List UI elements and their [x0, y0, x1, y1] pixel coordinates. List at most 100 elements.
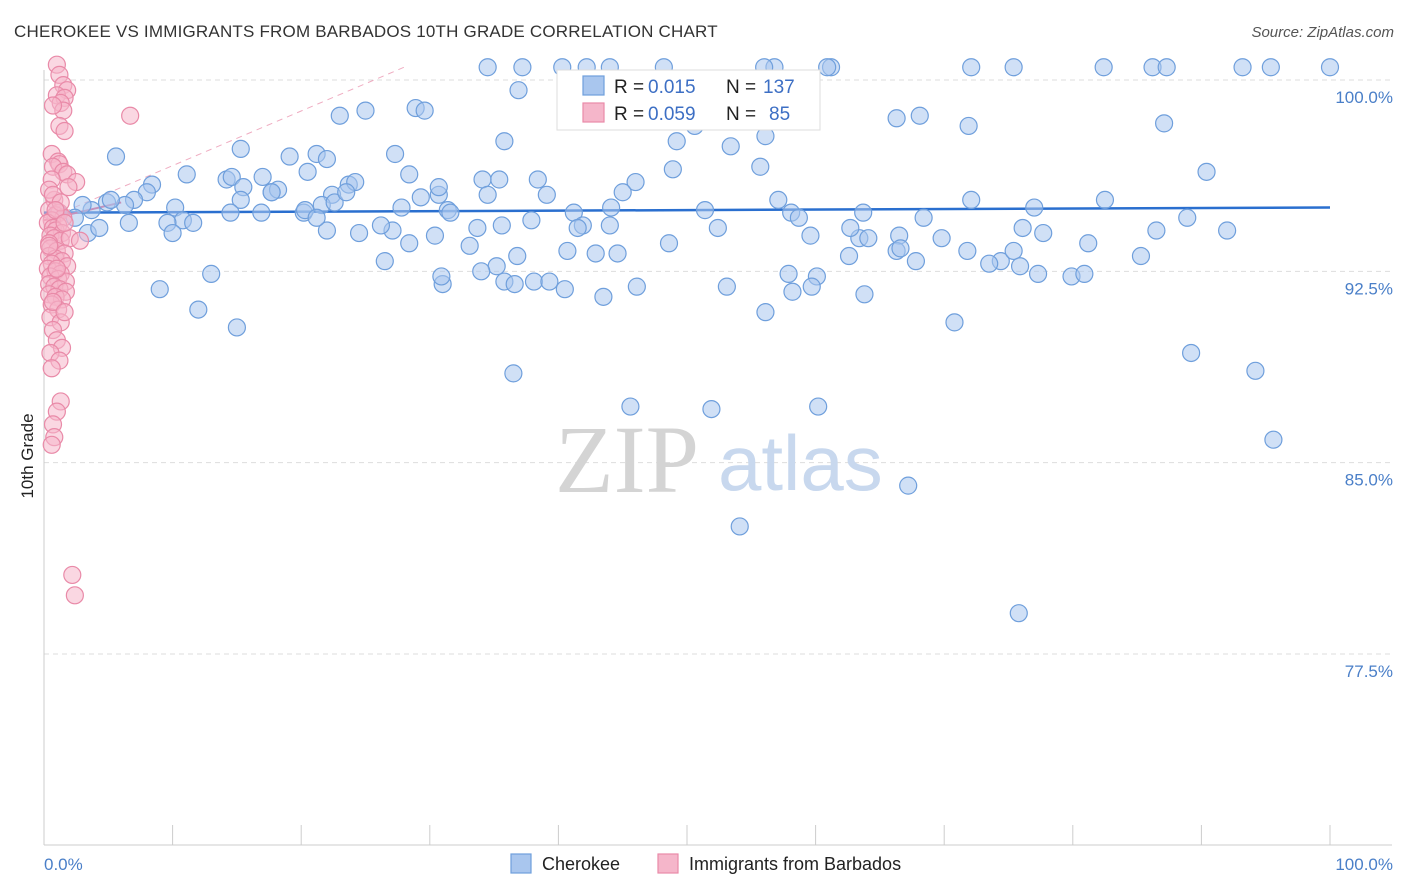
data-point	[1157, 58, 1176, 77]
data-point	[613, 183, 632, 202]
data-point	[891, 239, 910, 258]
data-point	[1233, 58, 1252, 77]
data-point	[528, 170, 547, 189]
data-point	[626, 172, 645, 192]
y-tick-label: 92.5%	[1345, 279, 1393, 298]
watermark: ZIP atlas	[555, 406, 883, 513]
data-point	[202, 264, 221, 283]
data-point	[667, 132, 686, 151]
data-point	[809, 397, 828, 416]
data-point	[40, 236, 59, 255]
data-point	[1182, 343, 1201, 363]
data-point	[906, 252, 926, 271]
data-point	[392, 198, 411, 217]
data-point	[522, 211, 541, 230]
data-point	[371, 216, 391, 235]
stats-n-label-2: N =	[726, 104, 756, 125]
data-point	[695, 201, 715, 220]
data-point	[330, 106, 349, 125]
data-point	[1028, 264, 1048, 283]
data-point	[42, 435, 61, 454]
data-point	[325, 193, 344, 212]
data-point	[717, 277, 736, 296]
data-point	[106, 147, 126, 166]
data-point	[280, 147, 299, 166]
data-point	[400, 234, 419, 253]
data-point	[47, 259, 66, 278]
data-point	[702, 399, 721, 419]
tick-labels: 100.0% 92.5% 85.0% 77.5%	[1335, 88, 1393, 681]
data-point	[1034, 223, 1053, 243]
data-point	[756, 303, 775, 322]
data-point	[513, 58, 532, 77]
data-point	[432, 267, 451, 286]
data-point	[586, 244, 605, 263]
data-point	[490, 170, 509, 189]
data-point	[121, 106, 140, 125]
data-point	[411, 188, 430, 207]
watermark-zip: ZIP	[555, 406, 699, 513]
data-point	[783, 282, 802, 301]
data-point	[537, 185, 556, 204]
data-point	[262, 183, 281, 202]
data-point	[841, 218, 860, 238]
data-point	[55, 303, 74, 322]
data-point	[150, 280, 169, 299]
data-point	[663, 160, 682, 179]
data-point	[65, 586, 84, 605]
data-point	[46, 201, 65, 220]
data-point	[43, 292, 63, 312]
data-point	[252, 203, 271, 222]
data-point	[317, 149, 337, 169]
data-point	[818, 58, 837, 77]
data-point	[478, 185, 497, 204]
stats-r-value-2: 0.059	[648, 104, 696, 125]
data-point	[914, 208, 933, 227]
data-point	[385, 144, 405, 164]
y-tick-label: 100.0%	[1335, 88, 1393, 107]
data-point	[789, 208, 808, 227]
data-point	[568, 218, 587, 238]
legend-label-cherokee: Cherokee	[542, 854, 620, 874]
data-point	[460, 236, 479, 255]
data-point	[899, 476, 918, 495]
data-point	[980, 254, 999, 273]
data-point	[59, 178, 78, 197]
data-point	[855, 285, 874, 304]
data-point	[441, 203, 460, 222]
data-point	[222, 167, 241, 187]
data-point	[317, 221, 337, 240]
data-point	[1079, 234, 1098, 253]
data-point	[189, 300, 208, 319]
watermark-atlas: atlas	[718, 419, 883, 507]
data-point	[602, 198, 621, 217]
legend-swatch-barbados	[657, 853, 679, 874]
data-point	[779, 264, 798, 283]
series-cherokee	[49, 58, 1340, 623]
data-point	[90, 218, 109, 238]
stats-r-label-1: R =	[614, 77, 644, 98]
data-point	[468, 218, 487, 238]
data-point	[429, 178, 448, 197]
data-point	[1095, 190, 1115, 210]
data-point	[231, 190, 250, 210]
data-point	[1025, 198, 1044, 217]
data-point	[594, 287, 613, 306]
y-tick-label: 85.0%	[1345, 471, 1393, 490]
data-point	[854, 203, 873, 222]
stats-n-value-1: 137	[763, 77, 795, 98]
x-tick-right: 100.0%	[1335, 855, 1393, 874]
stats-legend: R = 0.015 N = 137 R = 0.059 N = 85	[556, 69, 821, 131]
data-point	[859, 229, 878, 248]
data-point	[1246, 361, 1265, 380]
stats-r-label-2: R =	[614, 104, 644, 125]
data-point	[227, 318, 246, 337]
data-point	[415, 101, 434, 120]
data-point	[958, 241, 977, 261]
data-point	[730, 517, 749, 536]
data-point	[177, 165, 196, 184]
data-point	[769, 190, 788, 210]
stats-n-value-2: 85	[769, 104, 790, 125]
data-point	[708, 218, 727, 238]
data-point	[621, 397, 640, 416]
